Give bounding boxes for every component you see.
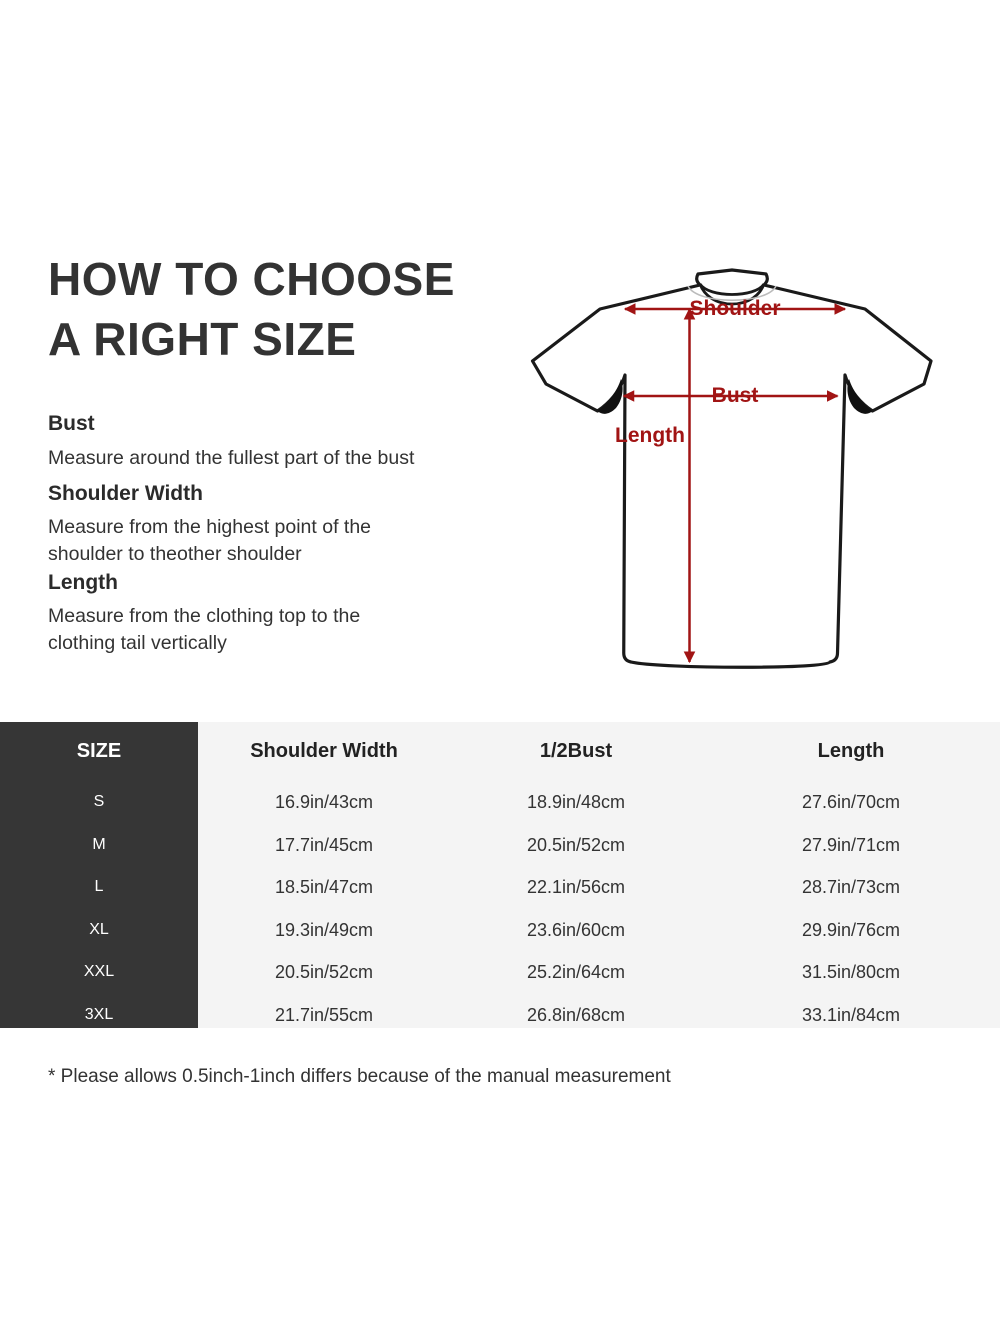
- svg-text:Shoulder: Shoulder: [689, 297, 780, 320]
- svg-text:Bust: Bust: [712, 384, 759, 407]
- svg-text:Length: Length: [615, 424, 685, 447]
